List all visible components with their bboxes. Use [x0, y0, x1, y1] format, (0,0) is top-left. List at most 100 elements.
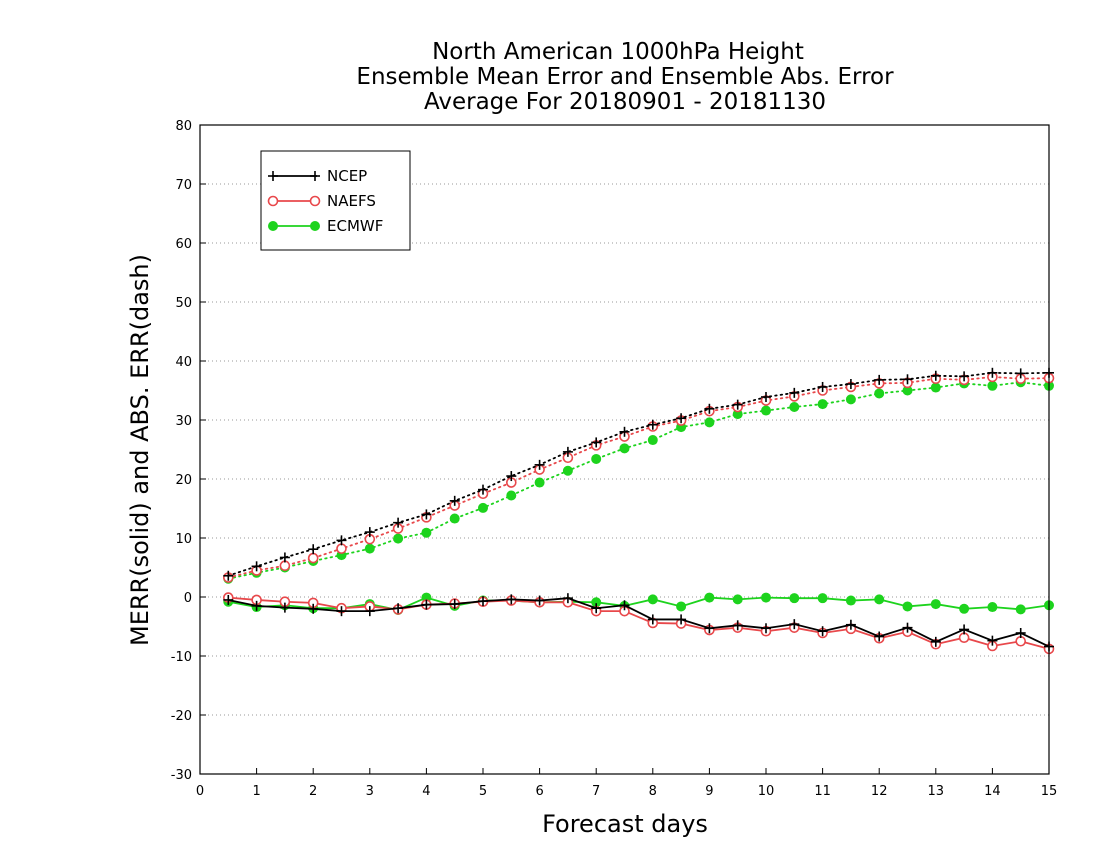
- merr-point-ncep-26: [959, 624, 970, 635]
- abs-err-point-ncep-20: [789, 387, 800, 398]
- merr-point-ecmwf-17: [704, 592, 715, 603]
- y-tick-label-7: 40: [175, 355, 192, 370]
- abs-err-point-ncep-15: [647, 419, 658, 430]
- y-axis-ticks: -30 -20 -10 0 10 20 30 40 50 60 70 80: [171, 119, 206, 783]
- abs-err-point-ecmwf-10: [506, 490, 517, 501]
- abs-err-point-ncep-2: [279, 552, 290, 563]
- abs-err-point-naefs-2: [279, 560, 291, 572]
- abs-err-point-ncep-9: [478, 484, 488, 495]
- merr-point-ncep-6: [393, 603, 404, 614]
- abs-err-point-ecmwf-11: [534, 477, 545, 488]
- x-tick-label-11: 11: [814, 784, 831, 799]
- merr-point-ncep-2: [279, 602, 290, 613]
- merr-point-ncep-20: [789, 619, 800, 630]
- legend: NCEP NAEFS ECMWF: [260, 150, 411, 251]
- abs-err-point-ncep-1: [251, 561, 262, 572]
- merr-point-ncep-22: [845, 619, 856, 630]
- x-tick-label-8: 8: [649, 784, 657, 799]
- y-tick-label-0: -30: [171, 768, 192, 783]
- abs-err-point-ecmwf-17: [704, 417, 715, 428]
- abs-err-point-ncep-24: [902, 374, 913, 385]
- abs-err-point-ncep-25: [930, 370, 941, 381]
- merr-point-ncep-10: [506, 594, 517, 605]
- abs-err-point-ncep-6: [393, 517, 404, 528]
- merr-point-ecmwf-20: [789, 593, 800, 604]
- merr-point-ecmwf-18: [732, 594, 743, 605]
- abs-err-point-ncep-13: [591, 437, 602, 448]
- merr-point-ncep-0: [223, 594, 234, 605]
- title-line-3: Average For 20180901 - 20181130: [424, 89, 826, 115]
- x-tick-label-13: 13: [928, 784, 945, 799]
- abs-err-point-ecmwf-24: [902, 385, 913, 396]
- abs-err-point-ecmwf-21: [817, 399, 828, 410]
- merr-point-ecmwf-16: [676, 601, 687, 612]
- abs-err-point-ecmwf-25: [930, 382, 941, 393]
- merr-point-ncep-4: [336, 606, 347, 617]
- abs-err-point-naefs-4: [336, 543, 347, 554]
- merr-point-ecmwf-26: [959, 603, 970, 614]
- x-axis-ticks: 0 1 2 3 4 5 6 7 8 9 10 11 12 13 14 15: [196, 768, 1057, 799]
- x-tick-label-9: 9: [705, 784, 713, 799]
- y-tick-label-5: 20: [175, 473, 192, 488]
- legend-label-naefs: NAEFS: [327, 192, 376, 210]
- merr-point-ncep-5: [364, 606, 375, 617]
- merr-point-ncep-14: [619, 600, 630, 611]
- y-tick-label-2: -10: [171, 650, 192, 665]
- legend-label-ncep: NCEP: [327, 167, 367, 185]
- abs-err-point-ncep-27: [987, 367, 998, 378]
- legend-item-ncep: NCEP: [268, 167, 367, 185]
- merr-point-ncep-24: [902, 622, 913, 633]
- abs-err-point-ncep-16: [676, 413, 687, 424]
- merr-point-ncep-19: [761, 623, 771, 634]
- abs-err-point-ecmwf-27: [987, 380, 998, 391]
- x-axis-title: Forecast days: [542, 810, 708, 838]
- merr-point-ncep-18: [732, 620, 743, 631]
- x-tick-label-5: 5: [479, 784, 487, 799]
- abs-err-point-ncep-23: [874, 374, 885, 385]
- abs-err-point-naefs-3: [307, 552, 319, 564]
- merr-point-ecmwf-23: [874, 594, 885, 605]
- merr-point-ncep-15: [647, 614, 658, 625]
- chart-title: North American 1000hPa Height Ensemble M…: [356, 39, 894, 115]
- abs-err-point-ncep-11: [534, 459, 545, 470]
- abs-err-point-ncep-22: [845, 379, 856, 390]
- plot-frame: [199, 124, 1050, 775]
- abs-err-point-ecmwf-7: [421, 527, 432, 538]
- abs-err-point-ecmwf-13: [591, 453, 602, 464]
- title-line-2: Ensemble Mean Error and Ensemble Abs. Er…: [356, 64, 894, 90]
- x-tick-label-0: 0: [196, 784, 204, 799]
- y-axis-title: MERR(solid) and ABS. ERR(dash): [126, 254, 154, 646]
- abs-err-point-ncep-7: [421, 509, 432, 520]
- abs-err-point-ncep-14: [619, 426, 630, 437]
- merr-point-ecmwf-21: [817, 593, 828, 604]
- y-tick-label-8: 50: [175, 296, 192, 311]
- merr-point-ncep-21: [817, 626, 828, 637]
- merr-point-ecmwf-24: [902, 601, 913, 612]
- x-tick-label-6: 6: [535, 784, 543, 799]
- legend-label-ecmwf: ECMWF: [327, 217, 383, 235]
- x-tick-label-4: 4: [422, 784, 430, 799]
- legend-marker-left-ncep: [268, 171, 278, 181]
- merr-point-ncep-11: [534, 595, 545, 606]
- legend-item-naefs: NAEFS: [267, 192, 376, 210]
- abs-err-point-ecmwf-9: [478, 502, 488, 513]
- y-tick-label-4: 10: [175, 532, 192, 547]
- abs-err-point-ncep-26: [959, 371, 970, 382]
- x-tick-label-10: 10: [758, 784, 775, 799]
- merr-point-ncep-7: [421, 599, 432, 610]
- merr-point-ncep-25: [930, 636, 941, 647]
- abs-err-point-ncep-0: [223, 570, 234, 581]
- x-tick-label-7: 7: [592, 784, 600, 799]
- legend-marker-right-ncep: [310, 171, 320, 181]
- legend-marker-left-naefs: [267, 195, 279, 207]
- abs-err-point-ecmwf-6: [393, 533, 404, 544]
- series-layer: [223, 367, 1055, 655]
- y-tick-label-11: 80: [175, 119, 192, 134]
- merr-point-ecmwf-22: [845, 595, 856, 606]
- y-tick-label-10: 70: [175, 178, 192, 193]
- abs-err-point-ecmwf-15: [647, 435, 658, 446]
- merr-point-naefs-26: [958, 632, 970, 644]
- abs-err-point-ecmwf-14: [619, 443, 630, 454]
- abs-err-point-ncep-19: [761, 391, 771, 402]
- y-tick-label-3: 0: [184, 591, 192, 606]
